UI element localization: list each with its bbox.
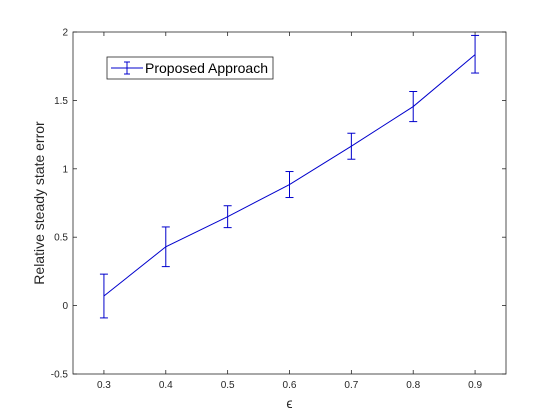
legend: Proposed Approach	[106, 56, 274, 80]
x-axis-label: ϵ	[286, 395, 292, 411]
y-tick-label: -0.5	[51, 370, 69, 381]
x-tick-label: 0.7	[344, 380, 358, 391]
x-tick-label: 0.3	[97, 380, 111, 391]
y-tick-label: 0	[62, 301, 68, 312]
series-plot	[99, 34, 480, 319]
legend-box	[106, 56, 274, 80]
legend-label: Proposed Approach	[145, 60, 268, 76]
x-tick-label: 0.6	[283, 380, 297, 391]
x-tick-label: 0.9	[468, 380, 482, 391]
y-tick-label: 1.5	[54, 96, 68, 107]
x-tick-label: 0.5	[221, 380, 235, 391]
y-tick-label: 0.5	[54, 233, 68, 244]
axes: 0.3 0.4 0.5 0.6 0.7 0.8 0.9 -0.5 0 0.5 1 1.5 2	[51, 28, 507, 391]
x-tick-label: 0.8	[406, 380, 420, 391]
x-tick-label: 0.4	[159, 380, 173, 391]
y-tick-label: 1	[62, 164, 68, 175]
y-axis-label: Relative steady state error	[31, 121, 47, 285]
y-tick-label: 2	[62, 28, 68, 39]
